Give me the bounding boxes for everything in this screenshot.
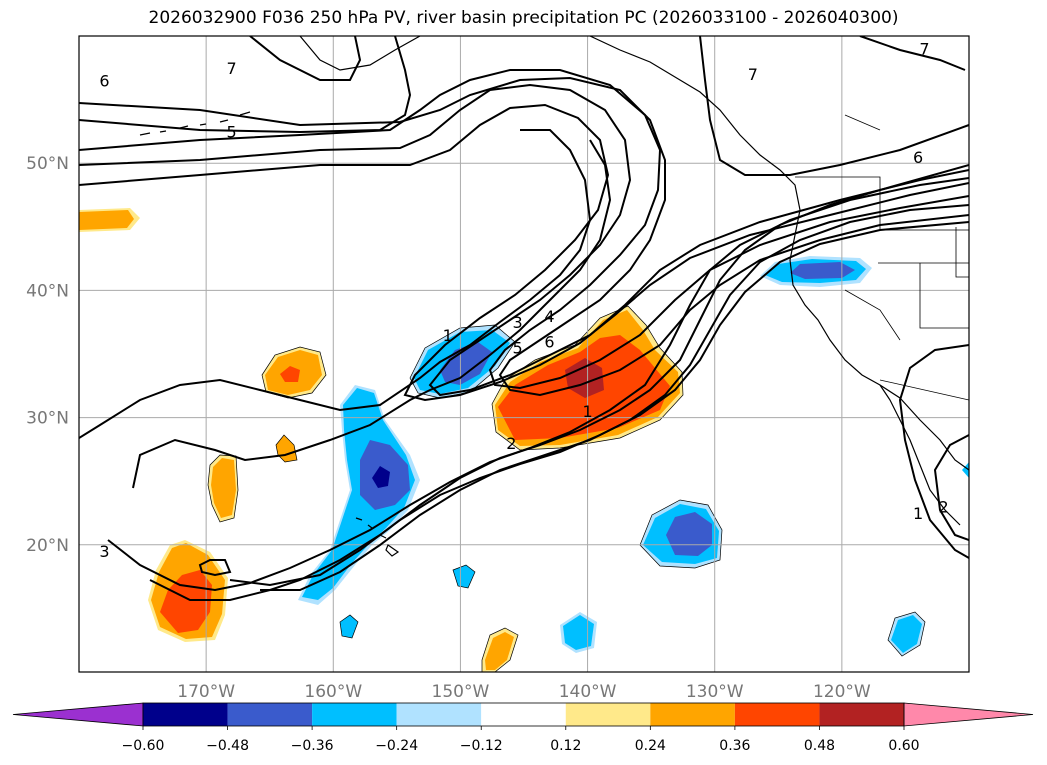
shade-positive-bottom-036 [485, 632, 514, 670]
pv-contour-12 [249, 36, 362, 81]
contour-label: 6 [913, 148, 923, 167]
colorbar-label: 0.12 [550, 738, 581, 754]
contour-label: 4 [544, 307, 554, 326]
pv-contour-6 [229, 221, 969, 587]
lon-tick-label: 170°W [177, 682, 235, 702]
colorbar-label: 0.36 [719, 738, 750, 754]
contour-label: 6 [544, 332, 554, 351]
lon-tick-label: 160°W [304, 682, 362, 702]
colorbar-label: −0.48 [206, 738, 249, 754]
shade-negative-small-f-024 [563, 615, 594, 650]
pv-contour-10 [79, 103, 969, 402]
lat-tick-label: 30°N [26, 409, 69, 429]
colorbar-label: 0.60 [888, 738, 919, 754]
shade-negative-central-036 [440, 342, 492, 385]
colorbar-segment [227, 703, 313, 726]
lat-tick-label: 20°N [26, 536, 69, 556]
contour-label: 3 [513, 313, 523, 332]
colorbar-label: −0.60 [122, 738, 165, 754]
contour-label: 5 [513, 339, 523, 358]
hawaii-islands [355, 517, 400, 557]
colorbar-frame [142, 702, 905, 727]
colorbar-segment [143, 703, 228, 726]
contour-label: 2 [938, 498, 948, 517]
contour-label: 1 [582, 402, 592, 421]
colorbar-segment [396, 703, 482, 726]
colorbar: −0.60 −0.48 −0.36 −0.24 −0.12 0.12 0.24 0.36 0.4… [12, 702, 1034, 754]
pv-contour-9 [79, 83, 969, 397]
contour-label: 7 [226, 59, 236, 78]
colorbar-extend-high [903, 702, 1034, 727]
contour-label: 6 [99, 72, 109, 91]
shade-negative-strip-048 [372, 466, 390, 488]
contour-label: 1 [443, 326, 453, 345]
border-us-canada [795, 176, 969, 231]
coastlines [139, 36, 969, 557]
colorbar-segment [481, 703, 566, 726]
pv-contour-2 [132, 139, 612, 489]
colorbar-label: −0.12 [460, 738, 503, 754]
shade-positive-east-060 [565, 358, 604, 398]
lat-tick-label: 50°N [26, 154, 69, 174]
colorbar-segment [565, 703, 651, 726]
contour-label: 7 [919, 40, 929, 59]
political-borders [795, 114, 969, 401]
pv-contour-11 [79, 36, 412, 134]
pv-contour-3 [149, 164, 969, 601]
colorbar-segment [734, 703, 820, 726]
lon-tick-label: 140°W [559, 682, 617, 702]
chart-title: 2026032900 F036 250 hPa PV, river basin … [148, 8, 899, 28]
pv-contour-16 [933, 434, 969, 541]
colorbar-label: 0.48 [804, 738, 835, 754]
pv-contour-15 [898, 344, 969, 559]
shade-negative-se-024 [891, 615, 922, 653]
lat-tick-label: 40°N [26, 281, 69, 301]
colorbar-segment [650, 703, 735, 726]
pc-shading [79, 208, 969, 672]
colorbar-label: −0.24 [375, 738, 418, 754]
pv-contour-8 [79, 69, 969, 390]
pv-contour-7 [79, 76, 969, 397]
shade-negative-small-e [340, 615, 358, 638]
colorbar-label: −0.36 [291, 738, 334, 754]
pv-contour-1 [79, 129, 592, 439]
coast-alaska [299, 36, 421, 71]
pv-contours [79, 36, 969, 601]
border-us-states [844, 114, 969, 401]
shade-negative-strip-024 [302, 388, 415, 600]
shade-positive-west-edge-036 [79, 210, 134, 230]
pv-contour-13 [699, 36, 969, 176]
colorbar-segment [312, 703, 397, 726]
shade-positive-small-b [276, 435, 297, 462]
shade-positive-sw-048 [160, 570, 212, 633]
shade-negative-se-edge [962, 462, 969, 478]
coast-north-america [589, 36, 969, 471]
contour-label: 7 [748, 65, 758, 84]
colorbar-extend-low [12, 702, 144, 727]
contour-label: 5 [226, 122, 236, 141]
coast-baja [879, 384, 961, 526]
pv-contour-14 [859, 36, 966, 71]
lon-ticks: 170°W 160°W 150°W 140°W 130°W 120°W [177, 682, 871, 702]
pv-contour-4 [107, 177, 969, 592]
shade-positive-small-a-048 [280, 366, 300, 382]
contour-label: 1 [913, 504, 923, 523]
lat-ticks: 20°N 30°N 40°N 50°N [26, 154, 69, 556]
shade-negative-california-036 [790, 262, 855, 279]
shade-positive-small-c-036 [211, 458, 236, 518]
contour-label: 2 [506, 434, 516, 453]
contour-label: 3 [99, 542, 109, 561]
lon-tick-label: 150°W [432, 682, 490, 702]
map-frame [78, 35, 970, 673]
lon-tick-label: 130°W [686, 682, 744, 702]
colorbar-segment [819, 703, 904, 726]
pv-contour-17 [198, 559, 232, 577]
shade-negative-small-d [453, 565, 475, 588]
lon-tick-label: 120°W [813, 682, 871, 702]
colorbar-label: 0.24 [635, 738, 666, 754]
aleutian-islands [139, 111, 251, 136]
